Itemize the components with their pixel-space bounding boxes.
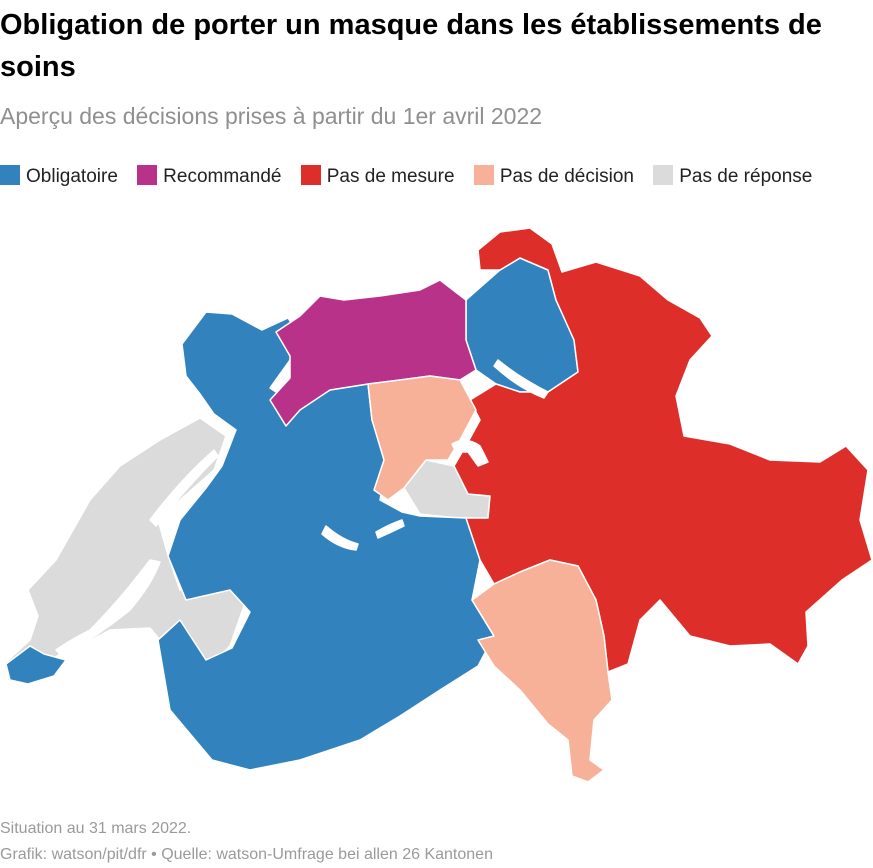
legend-label: Recommandé [163,166,282,187]
legend-swatch [300,165,321,185]
chart-subtitle: Aperçu des décisions prises à partir du … [0,103,543,129]
lake-lucerne [451,439,489,467]
switzerland-map [3,227,873,783]
legend-label: Pas de réponse [679,166,813,187]
legend-swatch [0,165,20,185]
legend-label: Pas de décision [499,166,634,187]
lake-brienz [375,519,405,539]
legend-swatch [653,165,674,185]
region-mandatory-west [157,311,495,771]
legend-item-pas-de-mesure: Pas de mesure [300,165,455,187]
footer-credit: Grafik: watson/pit/dfr • Quelle: watson-… [0,846,493,863]
region-no-decision-lucerne [367,375,477,501]
legend-item-pas-de-reponse: Pas de réponse [653,165,813,187]
legend: Obligatoire Recommandé Pas de mesure Pas… [0,163,830,191]
lake-neuchatel [149,449,219,527]
legend-swatch [473,165,494,185]
legend-label: Obligatoire [26,166,118,187]
footer-note: Situation au 31 mars 2022. [0,820,192,837]
legend-item-obligatoire: Obligatoire [0,165,118,187]
region-no-measure-east [453,227,873,673]
lake-zurich [493,359,549,399]
lake-geneva [55,559,161,657]
legend-label: Pas de mesure [326,166,455,187]
legend-swatch [137,165,158,185]
lake-thun [321,525,359,551]
region-no-decision-ticino [471,559,613,783]
chart-title: Obligation de porter un masque dans les … [0,9,822,83]
legend-item-recommande: Recommandé [137,165,282,187]
region-mandatory-geneva-tip [5,645,67,685]
legend-item-pas-de-decision: Pas de décision [473,165,634,187]
